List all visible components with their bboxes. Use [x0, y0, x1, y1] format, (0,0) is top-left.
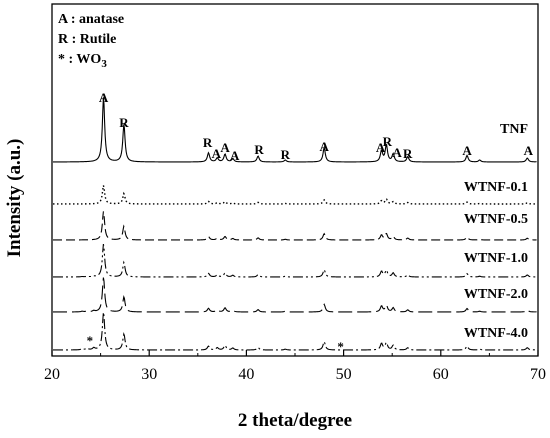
- peak-label: A: [376, 140, 386, 155]
- legend-entry: A : anatase: [58, 12, 124, 27]
- series-line: [53, 312, 537, 351]
- legend-entry: R : Rutile: [58, 32, 116, 47]
- series-line: [53, 243, 537, 278]
- peak-label: A: [392, 145, 402, 160]
- legend-subscript: 3: [101, 58, 107, 70]
- series-line: [53, 211, 537, 241]
- peak-label: R: [403, 146, 413, 161]
- peak-label: R: [203, 135, 213, 150]
- peak-label: A: [99, 90, 109, 105]
- peak-label: A: [319, 139, 329, 154]
- legend-text: A : anatase: [58, 12, 124, 27]
- series-label: WTNF-0.5: [464, 212, 528, 227]
- series-line: [53, 277, 537, 313]
- peak-label: A: [462, 143, 472, 158]
- x-axis: 20 30 40 50 60 70: [44, 350, 546, 383]
- peak-label: R: [383, 134, 393, 149]
- series-line: [52, 97, 537, 163]
- legend: A : anatase R : Rutile * : WO3: [58, 12, 124, 70]
- series-label: TNF: [500, 122, 528, 137]
- wo3-marker: *: [87, 333, 94, 348]
- x-tick-label: 50: [336, 366, 352, 383]
- series-label: WTNF-4.0: [464, 326, 528, 341]
- peak-label: R: [281, 147, 291, 162]
- peak-label: R: [254, 142, 264, 157]
- legend-text: * : WO: [58, 52, 101, 67]
- series-line: [53, 185, 537, 205]
- peak-label: A: [230, 148, 240, 163]
- x-tick-label: 20: [44, 366, 60, 383]
- peak-label: A: [524, 143, 534, 158]
- y-axis-title: Intensity (a.u.): [4, 139, 25, 258]
- series-label: WTNF-1.0: [464, 251, 528, 266]
- peak-label: A: [220, 140, 230, 155]
- x-axis-title: 2 theta/degree: [238, 410, 352, 431]
- x-tick-label: 30: [141, 366, 157, 383]
- legend-entry: * : WO3: [58, 52, 107, 70]
- series-label: WTNF-0.1: [464, 180, 528, 195]
- x-tick-label: 40: [238, 366, 254, 383]
- wo3-marker: *: [337, 339, 344, 354]
- series-label: WTNF-2.0: [464, 287, 528, 302]
- series-layer: TNF WTNF-0.1 WTNF-0.5 WTNF-1.0 WTNF-2.0 WTNF-…: [52, 97, 537, 351]
- peak-label: A: [212, 146, 222, 161]
- x-tick-label: 70: [530, 366, 546, 383]
- x-tick-label: 60: [433, 366, 449, 383]
- legend-text: R : Rutile: [58, 32, 116, 47]
- peak-label: R: [119, 115, 129, 130]
